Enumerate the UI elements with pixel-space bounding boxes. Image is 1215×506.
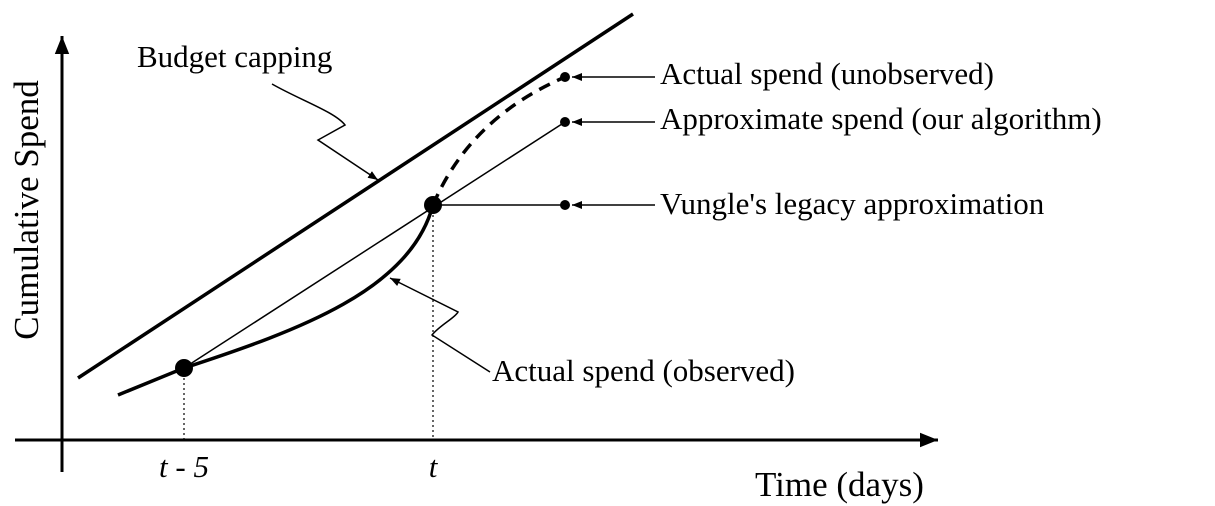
points <box>175 72 570 377</box>
x-tick-label: t <box>429 449 439 484</box>
approximate-line <box>183 121 566 369</box>
annotation: Budget capping <box>137 39 332 74</box>
x-axis-label: Time (days) <box>755 465 924 504</box>
point <box>560 200 570 210</box>
guides <box>183 205 434 440</box>
point <box>424 196 442 214</box>
y-axis-label: Cumulative Spend <box>7 80 46 340</box>
point <box>560 72 570 82</box>
annotation: Actual spend (observed) <box>492 353 795 388</box>
annotation: Actual spend (unobserved) <box>660 56 994 91</box>
arrow <box>271 83 379 181</box>
annotation: Vungle's legacy approximation <box>660 186 1045 221</box>
budget-line <box>77 12 634 380</box>
axes <box>15 36 938 472</box>
arrow <box>389 277 491 373</box>
annotation: Approximate spend (our algorithm) <box>660 101 1102 136</box>
unobserved-curve <box>431 75 566 206</box>
x-tick-label: t - 5 <box>159 449 209 484</box>
pointers <box>271 73 655 373</box>
observed-curve <box>117 204 435 397</box>
point <box>175 359 193 377</box>
point <box>560 117 570 127</box>
